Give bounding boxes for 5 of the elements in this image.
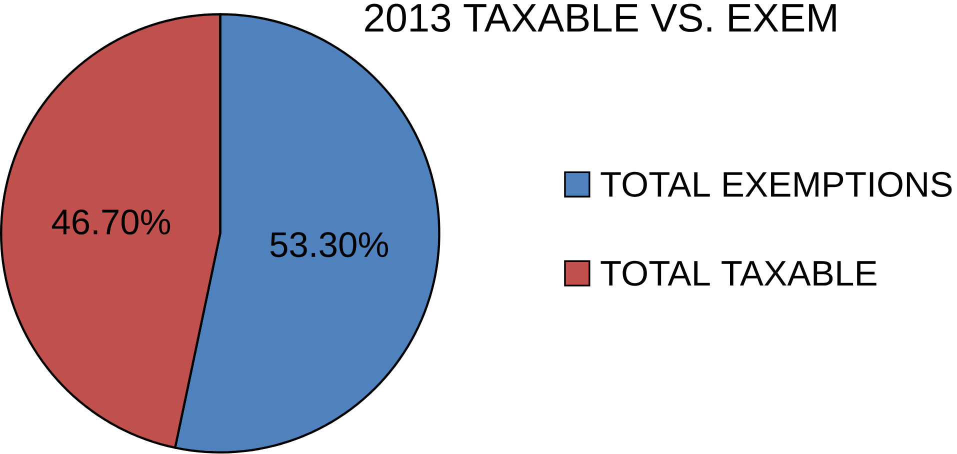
legend-label: TOTAL TAXABLE [600, 261, 876, 286]
legend-label: TOTAL EXEMPTIONS [600, 172, 952, 198]
data-label: 46.70% [52, 210, 170, 235]
chart-title: 2013 TAXABLE VS. EXEM [365, 4, 836, 32]
data-label: 53.30% [270, 232, 388, 258]
